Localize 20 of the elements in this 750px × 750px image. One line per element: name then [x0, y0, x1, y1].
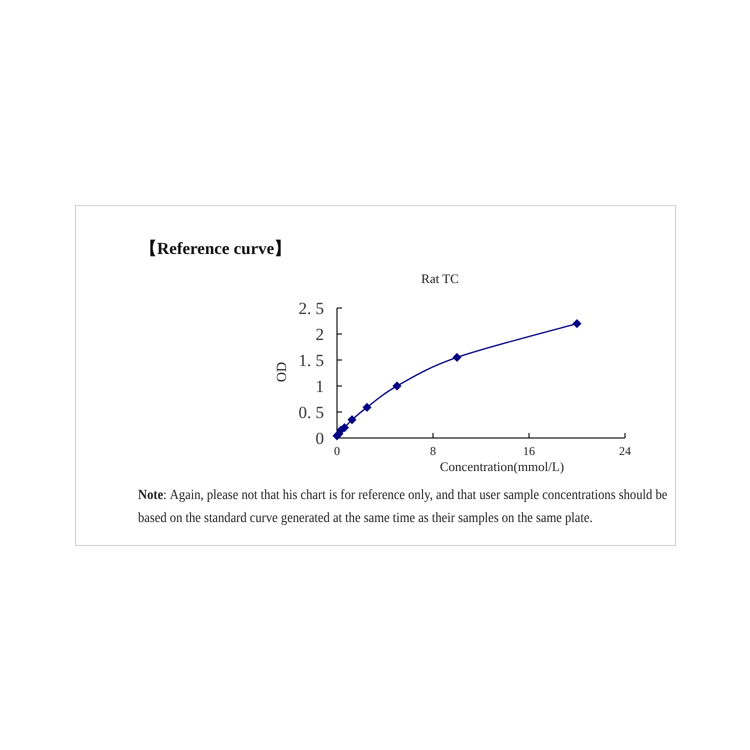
y-tick-label: 2. 5 — [298, 299, 324, 318]
y-axis-title: OD — [275, 362, 290, 382]
y-tick-label: 0. 5 — [298, 403, 324, 422]
point — [392, 382, 402, 390]
x-axis-title: Concentration(mmol/L) — [440, 459, 564, 474]
point — [348, 415, 356, 424]
y-tick-label: 2 — [316, 325, 324, 344]
chart-title: 【Reference curve】 — [140, 239, 292, 258]
y-tick-label: 1 — [316, 377, 324, 396]
y-tick-label: 1. 5 — [298, 351, 324, 370]
point — [572, 319, 582, 328]
point — [362, 402, 372, 412]
x-tick-label: 16 — [523, 444, 535, 458]
x-tick-label: 0 — [334, 444, 340, 458]
x-tick-label: 24 — [619, 444, 631, 458]
x-tick-label: 8 — [430, 444, 436, 458]
point — [340, 423, 349, 432]
chart-subtitle: Rat TC — [421, 271, 459, 286]
text: Note: Again, please not that his chart is for reference only, and that user sample concentrations should be based on the standard curve generated at the same time as their samples on the same plate. — [138, 486, 668, 526]
point — [452, 352, 462, 362]
